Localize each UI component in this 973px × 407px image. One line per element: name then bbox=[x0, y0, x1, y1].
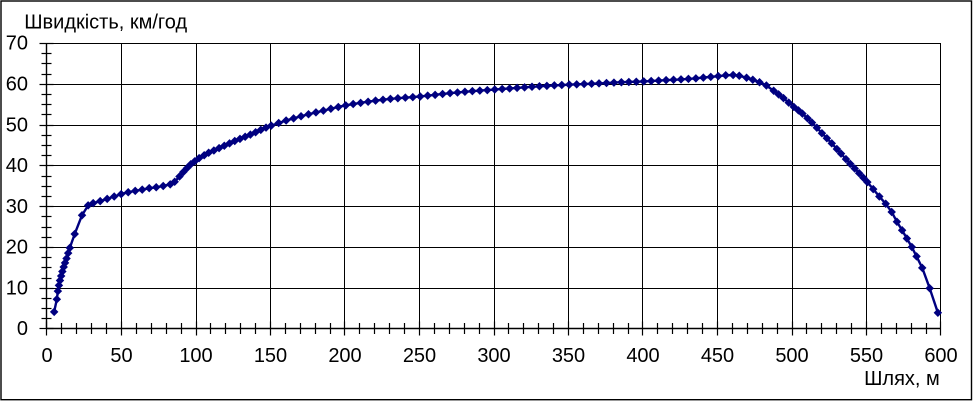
svg-text:0: 0 bbox=[17, 318, 28, 340]
svg-text:60: 60 bbox=[6, 73, 28, 95]
svg-text:70: 70 bbox=[6, 33, 28, 55]
svg-text:150: 150 bbox=[254, 345, 287, 367]
svg-text:100: 100 bbox=[179, 345, 212, 367]
svg-text:600: 600 bbox=[924, 345, 957, 367]
svg-text:Шлях, м: Шлях, м bbox=[864, 368, 940, 390]
svg-text:500: 500 bbox=[775, 345, 808, 367]
svg-text:400: 400 bbox=[626, 345, 659, 367]
svg-text:30: 30 bbox=[6, 196, 28, 218]
svg-text:Швидкість, км/год: Швидкість, км/год bbox=[24, 12, 187, 34]
svg-text:40: 40 bbox=[6, 155, 28, 177]
svg-text:350: 350 bbox=[552, 345, 585, 367]
svg-text:0: 0 bbox=[41, 345, 52, 367]
svg-text:550: 550 bbox=[850, 345, 883, 367]
svg-text:200: 200 bbox=[328, 345, 361, 367]
svg-text:10: 10 bbox=[6, 277, 28, 299]
svg-text:300: 300 bbox=[477, 345, 510, 367]
svg-text:50: 50 bbox=[110, 345, 132, 367]
svg-text:20: 20 bbox=[6, 237, 28, 259]
svg-text:450: 450 bbox=[701, 345, 734, 367]
svg-text:50: 50 bbox=[6, 114, 28, 136]
svg-text:250: 250 bbox=[403, 345, 436, 367]
